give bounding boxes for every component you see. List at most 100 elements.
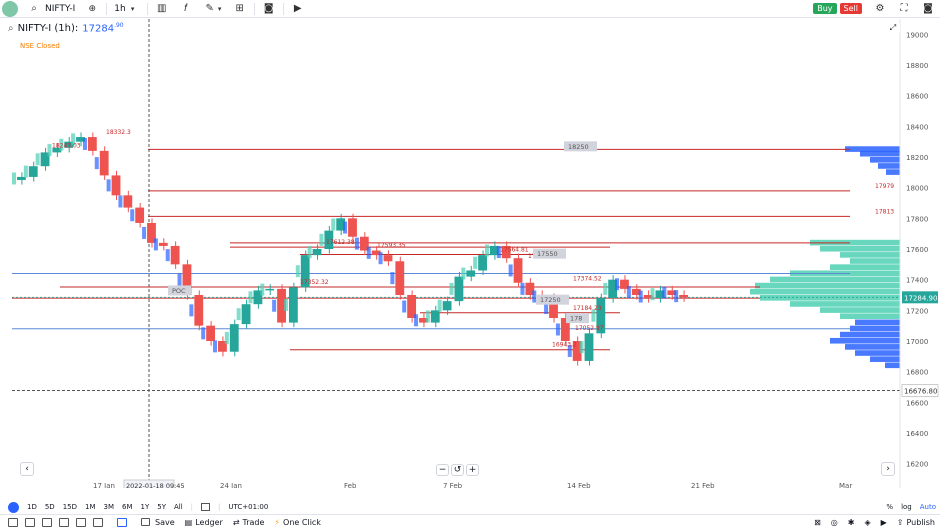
level-price-label: 17564.81: [500, 247, 529, 254]
percent-toggle[interactable]: %: [886, 503, 894, 511]
indicators-button[interactable]: 𝑓: [174, 0, 198, 18]
range-6m[interactable]: 6M: [122, 503, 133, 511]
fullscreen-toggle[interactable]: [110, 517, 134, 527]
zoom-out-button[interactable]: −: [436, 464, 449, 476]
fullscreen-button[interactable]: ⛶: [892, 0, 916, 18]
scroll-left-button[interactable]: ‹: [20, 462, 34, 476]
level-price-label: 17052.97: [575, 325, 604, 332]
range-15d[interactable]: 15D: [62, 503, 77, 511]
layout-four-icon[interactable]: [59, 517, 69, 527]
candle-body: [501, 245, 511, 259]
time-tick-label: 14 Feb: [567, 482, 591, 488]
range-all[interactable]: All: [173, 503, 183, 511]
level-price-label: 17593.35: [377, 242, 406, 249]
save-button[interactable]: Save: [134, 518, 180, 527]
buy-button[interactable]: Buy: [813, 3, 837, 14]
calendar-icon[interactable]: [201, 503, 211, 511]
profile-bar: [760, 295, 900, 301]
drawing-tools-button[interactable]: ✎ ▾: [198, 0, 228, 18]
level-price-label: 16943.2: [552, 342, 577, 349]
range-1d[interactable]: 1D: [27, 503, 37, 511]
candle-body: [667, 290, 677, 295]
interval-select[interactable]: 1h ▾: [109, 0, 144, 18]
candle-body: [525, 282, 535, 295]
layout-single-icon[interactable]: [8, 517, 18, 527]
ledger-button[interactable]: ▤ Ledger: [180, 518, 228, 527]
video-button[interactable]: ▶: [876, 518, 892, 527]
auto-toggle[interactable]: Auto: [919, 503, 936, 511]
layout-three-icon[interactable]: [42, 517, 52, 527]
screen-share-button[interactable]: ◎: [826, 518, 843, 527]
compare-button[interactable]: ⊕: [80, 0, 104, 18]
layers-icon: ◈: [864, 517, 871, 527]
settings-button[interactable]: ⚙: [868, 0, 892, 18]
candle-profile: [638, 290, 643, 303]
market-status: NSE Closed: [20, 42, 60, 50]
layout-two-icon[interactable]: [25, 517, 35, 527]
time-axis[interactable]: 17 Jan 24 Jan Feb 7 Feb 14 Feb 21 Feb Mar 2022-…: [93, 479, 852, 491]
save-label: Save: [155, 517, 175, 527]
expand-icon[interactable]: ⤢: [886, 21, 900, 35]
candle-body: [229, 324, 239, 352]
candle-profile: [555, 323, 560, 336]
candle-profile: [189, 304, 194, 317]
level-tag-box: [536, 294, 569, 305]
profile-bar: [855, 350, 900, 356]
one-click-button[interactable]: ⚡ One Click: [269, 518, 326, 527]
range-3m[interactable]: 3M: [103, 503, 115, 511]
log-toggle[interactable]: log: [901, 503, 912, 511]
scroll-right-button[interactable]: ›: [881, 462, 895, 476]
candle-profile: [283, 298, 288, 311]
layers-button[interactable]: ◈: [859, 518, 875, 527]
search-icon[interactable]: ⌕: [8, 22, 14, 34]
profile-bar: [845, 146, 900, 152]
range-5y[interactable]: 5Y: [157, 503, 166, 511]
templates-button[interactable]: ⊞: [228, 0, 252, 18]
trade-button[interactable]: ⇄ Trade: [228, 518, 270, 527]
reset-zoom-button[interactable]: ↺: [451, 464, 464, 476]
range-5d[interactable]: 5D: [44, 503, 55, 511]
chart-canvas[interactable]: 18332.3 18243.03 17612.38 17593.35 17564.81 1…: [0, 19, 940, 491]
range-1y[interactable]: 1Y: [140, 503, 150, 511]
layout-eight-icon[interactable]: [93, 517, 103, 527]
candle-body: [679, 295, 688, 298]
last-price-tag: [902, 291, 938, 304]
snapshot-button[interactable]: ◙: [257, 0, 281, 18]
symbol-search[interactable]: ⌕ NIFTY-I: [22, 0, 80, 18]
price-tick-label: 18200: [906, 154, 928, 162]
timezone-select[interactable]: UTC+01:00: [228, 503, 269, 511]
candle-profile: [508, 264, 513, 277]
layout-six-icon[interactable]: [76, 517, 86, 527]
close-all-button[interactable]: ⊠: [809, 518, 826, 527]
app-logo-icon[interactable]: [2, 0, 18, 17]
price-tick-label: 17000: [906, 338, 928, 346]
candle-body: [182, 264, 192, 295]
candle-profile: [674, 290, 679, 303]
chart-pane[interactable]: 18332.3 18243.03 17612.38 17593.35 17564.81 1…: [0, 19, 940, 491]
zoom-in-button[interactable]: +: [466, 464, 479, 476]
snapshot-alt-button[interactable]: ◙: [916, 0, 940, 18]
range-1m[interactable]: 1M: [85, 503, 96, 511]
price-axis[interactable]: 19000 18800 18600 18400 18200 18000 17800 17600…: [899, 19, 940, 488]
candle-body: [135, 207, 145, 223]
replay-button[interactable]: ▶: [286, 0, 310, 18]
profile-bar: [840, 331, 900, 338]
candle-profile: [82, 137, 87, 150]
candle-body: [336, 218, 346, 231]
bug-icon: ✱: [847, 517, 855, 527]
separator: [106, 2, 108, 15]
separator: [253, 2, 255, 15]
bug-report-button[interactable]: ✱: [843, 518, 860, 527]
publish-button[interactable]: ⇪ Publish: [892, 518, 940, 527]
candle-body: [253, 290, 263, 305]
sell-button[interactable]: Sell: [839, 3, 862, 14]
time-tick-label: 17 Jan: [93, 482, 115, 488]
candle-body: [265, 288, 275, 291]
candle-profile: [118, 195, 123, 208]
volume-profile: [750, 146, 900, 369]
candle-profile: [603, 282, 608, 295]
chart-type-button[interactable]: ▥: [150, 0, 174, 18]
cursor-time-label: 2022-01-18 09:45: [126, 482, 185, 488]
level-tag-label: 17250: [540, 296, 561, 304]
legend-title: NIFTY-I (1h):: [17, 22, 79, 34]
